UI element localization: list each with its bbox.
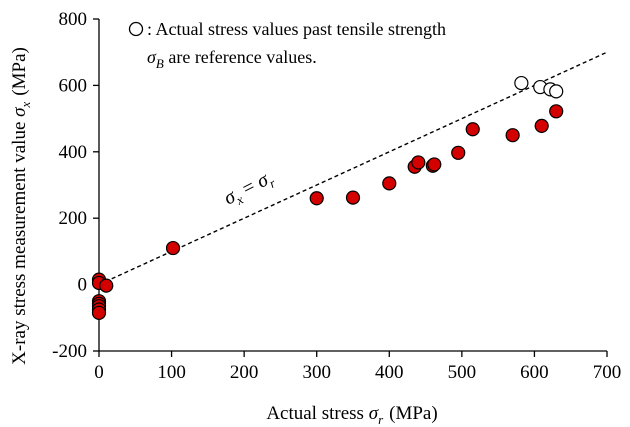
y-tick-label: 600 [59,75,88,96]
data-point-measured [411,155,426,170]
reference-line-group [98,51,608,286]
x-tick-label: 200 [230,362,259,383]
data-point-measured [309,191,324,206]
legend-line-1: : Actual stress values past tensile stre… [147,19,446,39]
legend: : Actual stress values past tensile stre… [128,19,446,71]
x-tick-label: 700 [593,362,622,383]
data-point-measured [451,145,466,160]
data-point-measured [91,305,107,320]
data-point-measured [534,118,549,134]
x-tick-label: 0 [94,362,104,383]
y-axis-title: X-ray stress measurement value σx(MPa) [9,47,33,365]
data-points [91,75,564,320]
data-point-measured [427,157,442,172]
legend-open-circle-marker [128,21,144,37]
data-point-reference [514,75,529,91]
legend-line-2: σB are reference values. [147,47,317,71]
data-point-measured [345,190,361,205]
data-point-measured [549,104,564,119]
data-point-measured [99,278,114,293]
x-tick-label: 300 [302,362,331,383]
x-tick-label: 100 [157,362,186,383]
reference-line [98,51,608,286]
data-point-reference [549,84,564,99]
data-point-measured [165,240,181,256]
y-tick-label: 0 [78,275,88,296]
y-tick-label: -200 [52,341,87,362]
x-tick-label: 600 [520,362,549,383]
data-point-measured [505,128,520,143]
x-tick-label: 500 [448,362,477,383]
y-tick-label: 200 [59,208,88,229]
reference-line-label: σx = σr [220,166,278,212]
axes: -200 0 200 400 600 800 0 100 200 300 400 500 600 700 [52,9,621,383]
x-axis-title: Actual stress σr (MPa) [266,403,437,427]
y-tick-label: 800 [59,9,88,30]
x-tick-label: 400 [375,362,404,383]
y-tick-label: 400 [59,142,88,163]
data-point-measured [465,122,480,137]
data-point-measured [382,176,397,191]
